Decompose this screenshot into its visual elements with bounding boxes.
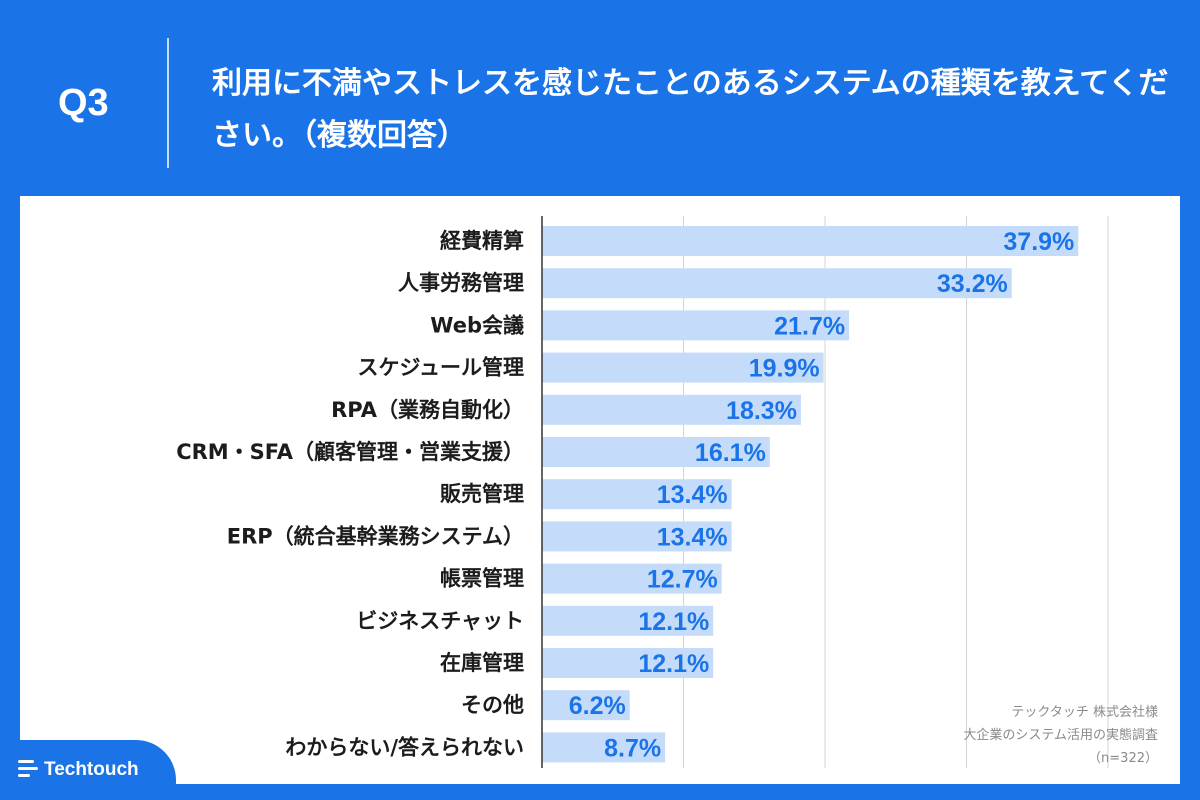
category-label: わからない/答えられない <box>285 735 524 759</box>
bar-chart: 経費精算 37.9% 人事労務管理 33.2% Web会議 21.7% スケジュール管理 19… <box>176 216 1109 768</box>
source-note: テックタッチ 株式会社様 大企業のシステム活用の実態調査 （n=322） <box>963 701 1158 770</box>
category-label: Web会議 <box>430 313 524 337</box>
category-label: ビジネスチャット <box>356 609 524 633</box>
value-label: 12.1% <box>638 650 709 678</box>
value-label: 37.9% <box>1003 228 1074 256</box>
value-label: 21.7% <box>774 312 845 340</box>
category-label: CRM・SFA（顧客管理・営業支援） <box>176 440 524 464</box>
bar <box>542 352 824 383</box>
bar <box>542 310 850 341</box>
brand-badge: Techtouch <box>0 740 176 800</box>
brand-name: Techtouch <box>44 759 139 780</box>
source-company: テックタッチ 株式会社様 <box>1011 705 1158 720</box>
value-label: 19.9% <box>749 355 820 383</box>
value-label: 12.7% <box>647 566 718 594</box>
bar <box>542 648 714 678</box>
bar <box>542 732 666 763</box>
bar <box>542 479 732 510</box>
value-label: 33.2% <box>937 270 1008 298</box>
question-text: 利用に不満やストレスを感じたことのあるシステムの種類を教えてください。（複数回答… <box>212 66 1169 153</box>
bar <box>542 521 732 552</box>
bar <box>542 563 722 594</box>
value-label: 12.1% <box>638 608 709 636</box>
value-label: 13.4% <box>657 523 728 551</box>
chart-panel: 経費精算 37.9% 人事労務管理 33.2% Web会議 21.7% スケジュール管理 19… <box>20 196 1180 784</box>
question-number: Q3 <box>58 82 109 124</box>
bar <box>542 690 630 721</box>
header: Q3 利用に不満やストレスを感じたことのあるシステムの種類を教えてください。（複… <box>0 0 1200 196</box>
value-label: 6.2% <box>569 692 626 720</box>
bar <box>542 268 1012 299</box>
category-label: その他 <box>461 693 524 717</box>
bar <box>542 437 770 467</box>
value-label: 8.7% <box>604 734 661 762</box>
bar <box>542 394 801 425</box>
category-label: RPA（業務自動化） <box>331 398 524 422</box>
category-label: 経費精算 <box>440 229 524 253</box>
bar <box>542 226 1079 256</box>
value-label: 13.4% <box>657 481 728 509</box>
header-divider <box>167 38 169 168</box>
category-label: 販売管理 <box>440 482 524 506</box>
source-survey: 大企業のシステム活用の実態調査 <box>963 728 1158 743</box>
techtouch-logo-icon <box>18 760 40 778</box>
bar <box>542 605 714 636</box>
category-label: スケジュール管理 <box>357 356 524 380</box>
category-label: ERP（統合基幹業務システム） <box>227 524 524 548</box>
category-label: 在庫管理 <box>440 651 524 675</box>
value-label: 18.3% <box>726 397 797 425</box>
category-label: 帳票管理 <box>440 567 524 591</box>
source-sample-size: （n=322） <box>1088 751 1158 766</box>
value-label: 16.1% <box>695 439 766 467</box>
category-label: 人事労務管理 <box>398 271 524 295</box>
